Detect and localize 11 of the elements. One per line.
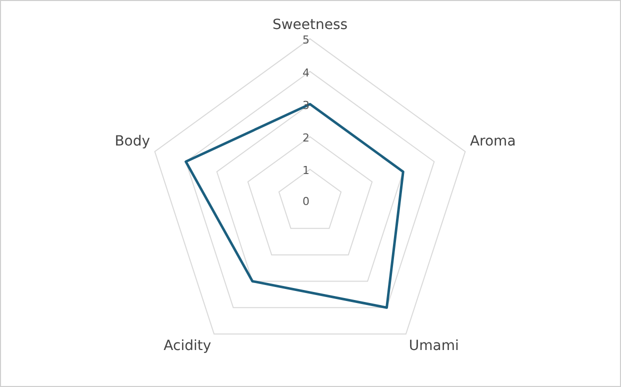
spoke-label: Umami — [408, 338, 459, 354]
spoke-label: Aroma — [470, 133, 516, 150]
spoke-label: Sweetness — [272, 17, 348, 34]
spoke-label: Body — [114, 133, 150, 150]
y-tick-label: 3 — [302, 98, 310, 112]
y-tick-label: 2 — [302, 132, 310, 145]
y-tick-label: 1 — [302, 164, 310, 178]
y-tick-label: 0 — [302, 194, 310, 208]
y-tick-label: 5 — [302, 34, 310, 47]
y-tick-label: 4 — [302, 66, 310, 80]
spoke-label: Acidity — [164, 338, 212, 354]
